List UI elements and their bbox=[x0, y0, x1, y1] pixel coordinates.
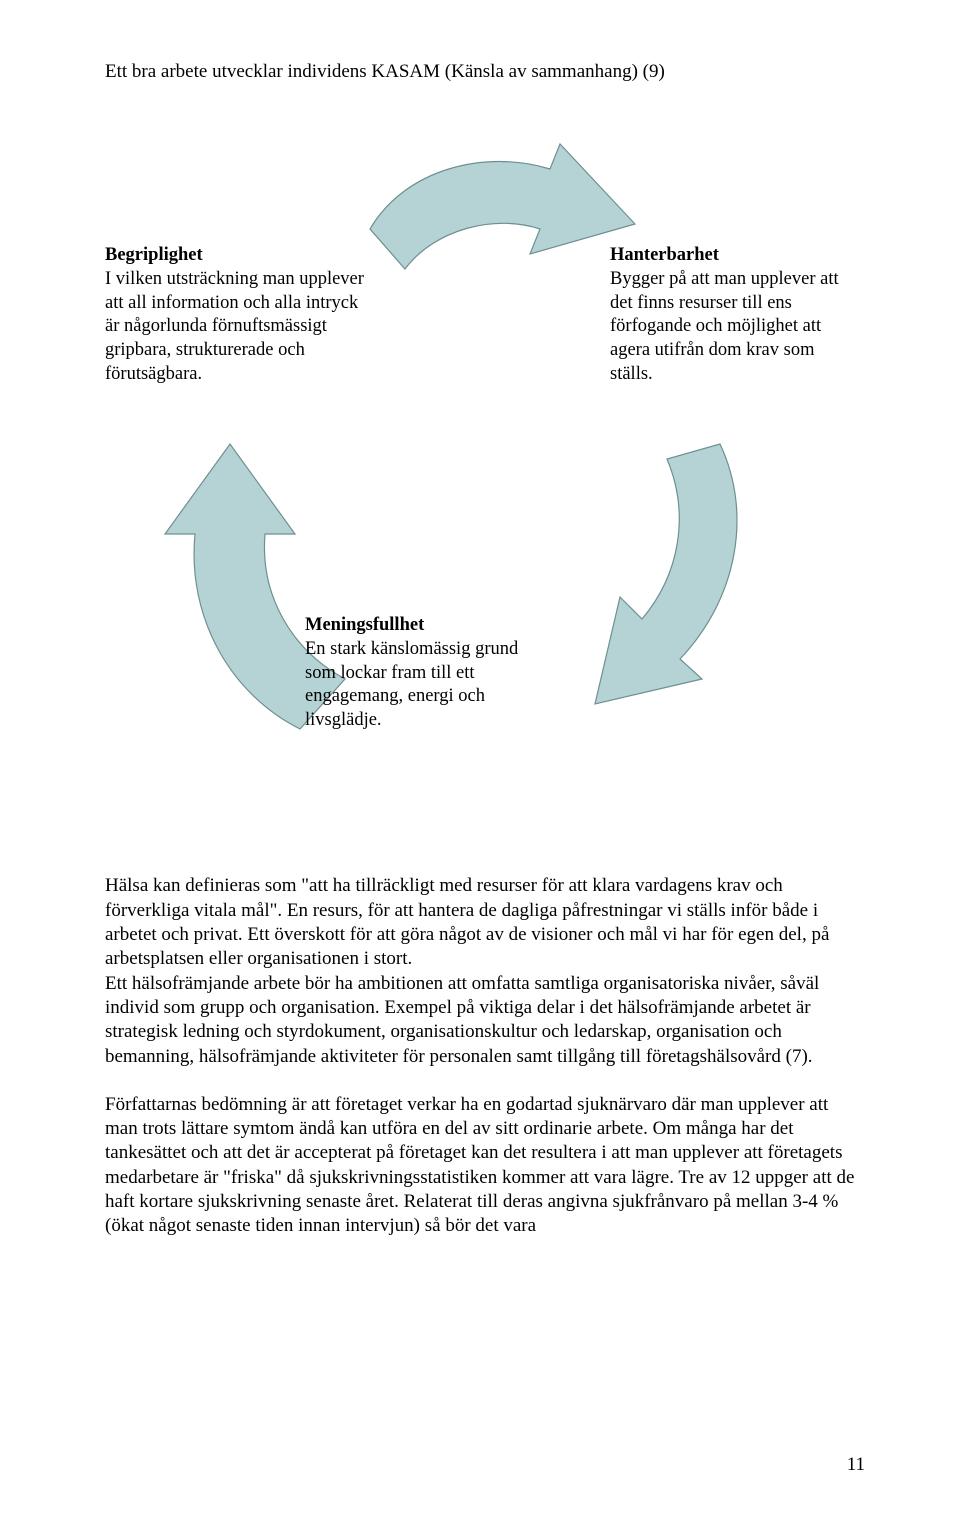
block-begriplighet: Begriplighet I vilken utsträckning man u… bbox=[105, 244, 365, 386]
paragraph: Ett hälsofrämjande arbete bör ha ambitio… bbox=[105, 973, 819, 1067]
cycle-arrows bbox=[105, 114, 865, 844]
page-title: Ett bra arbete utvecklar individens KASA… bbox=[105, 60, 865, 84]
block-heading: Begriplighet bbox=[105, 245, 203, 265]
block-heading: Hanterbarhet bbox=[610, 245, 719, 265]
block-text: En stark känslomässig grund som lockar f… bbox=[305, 639, 518, 730]
block-heading: Meningsfullhet bbox=[305, 615, 424, 635]
arrow-right bbox=[595, 444, 737, 704]
block-meningsfullhet: Meningsfullhet En stark känslomässig gru… bbox=[305, 614, 530, 732]
arrow-top bbox=[370, 144, 635, 269]
kasam-diagram: Begriplighet I vilken utsträckning man u… bbox=[105, 114, 865, 844]
paragraph: Författarnas bedömning är att företaget … bbox=[105, 1093, 865, 1239]
block-text: Bygger på att man upplever att det finns… bbox=[610, 269, 839, 384]
body-text: Hälsa kan definieras som "att ha tillräc… bbox=[105, 874, 865, 1238]
page-number: 11 bbox=[847, 1453, 865, 1477]
block-hanterbarhet: Hanterbarhet Bygger på att man upplever … bbox=[610, 244, 860, 386]
block-text: I vilken utsträckning man upplever att a… bbox=[105, 269, 364, 384]
paragraph: Hälsa kan definieras som "att ha tillräc… bbox=[105, 875, 829, 969]
